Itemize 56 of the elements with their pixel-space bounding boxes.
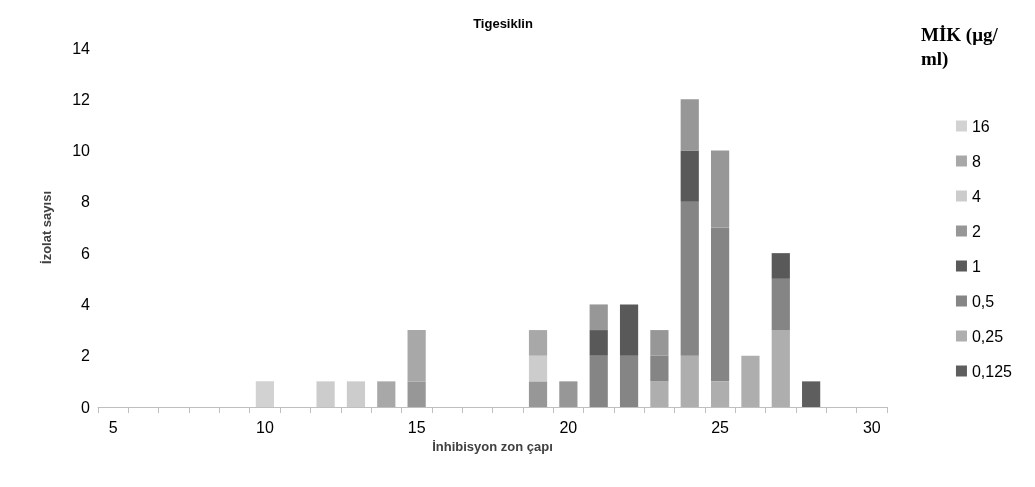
x-tick-label: 5: [108, 418, 118, 436]
bar: [589, 304, 608, 331]
legend-label: 8: [971, 152, 981, 170]
y-tick-label: 6: [81, 244, 91, 262]
bar: [710, 150, 730, 228]
legend-label: 1: [971, 257, 981, 275]
legend-title: MİK (μg/ml): [921, 23, 999, 70]
bar: [680, 99, 699, 151]
legend-label: 4: [971, 187, 981, 205]
y-tick-label: 4: [81, 295, 91, 313]
bar: [710, 381, 730, 407]
bar: [346, 381, 366, 407]
legend-label: 2: [971, 222, 981, 240]
chart-title: Tigesiklin: [473, 16, 533, 31]
x-tick-label: 25: [711, 418, 730, 436]
bar: [377, 381, 396, 407]
bar: [528, 355, 548, 382]
bar: [650, 330, 669, 356]
x-tick-label: 30: [862, 418, 881, 436]
legend-label: 0,125: [971, 362, 1013, 380]
bar: [316, 381, 335, 407]
y-tick-label: 8: [81, 193, 91, 211]
bar: [619, 304, 639, 356]
bar: [771, 330, 790, 407]
bar: [741, 355, 760, 407]
bar: [771, 278, 790, 331]
bar: [619, 355, 639, 407]
bar: [528, 330, 548, 356]
bar: [528, 381, 548, 407]
bar: [650, 355, 669, 382]
x-tick-label: 20: [559, 418, 578, 436]
x-tick-label: 15: [407, 418, 426, 436]
legend-label: 0,25: [971, 327, 1004, 345]
y-tick-label: 10: [72, 142, 91, 160]
y-tick-label: 12: [72, 90, 91, 108]
bar: [680, 201, 699, 356]
legend-label: 0,5: [971, 292, 995, 310]
bar: [710, 227, 730, 382]
bar: [407, 330, 426, 382]
y-axis-title: İzolat sayısı: [39, 191, 54, 264]
bar: [802, 381, 821, 407]
bar: [680, 150, 699, 202]
x-tick-label: 10: [256, 418, 274, 436]
bar: [650, 381, 669, 407]
bar: [680, 355, 699, 407]
bar: [771, 253, 790, 279]
y-tick-label: 2: [81, 347, 91, 365]
bar: [589, 355, 608, 407]
x-axis-title: İnhibisyon zon çapı: [432, 438, 553, 454]
legend-label: 16: [971, 117, 990, 135]
bar: [407, 381, 426, 407]
y-tick-label: 0: [81, 398, 91, 416]
y-tick-label: 14: [72, 39, 91, 57]
bar: [589, 330, 608, 356]
bar: [255, 381, 275, 407]
bar: [559, 381, 578, 407]
